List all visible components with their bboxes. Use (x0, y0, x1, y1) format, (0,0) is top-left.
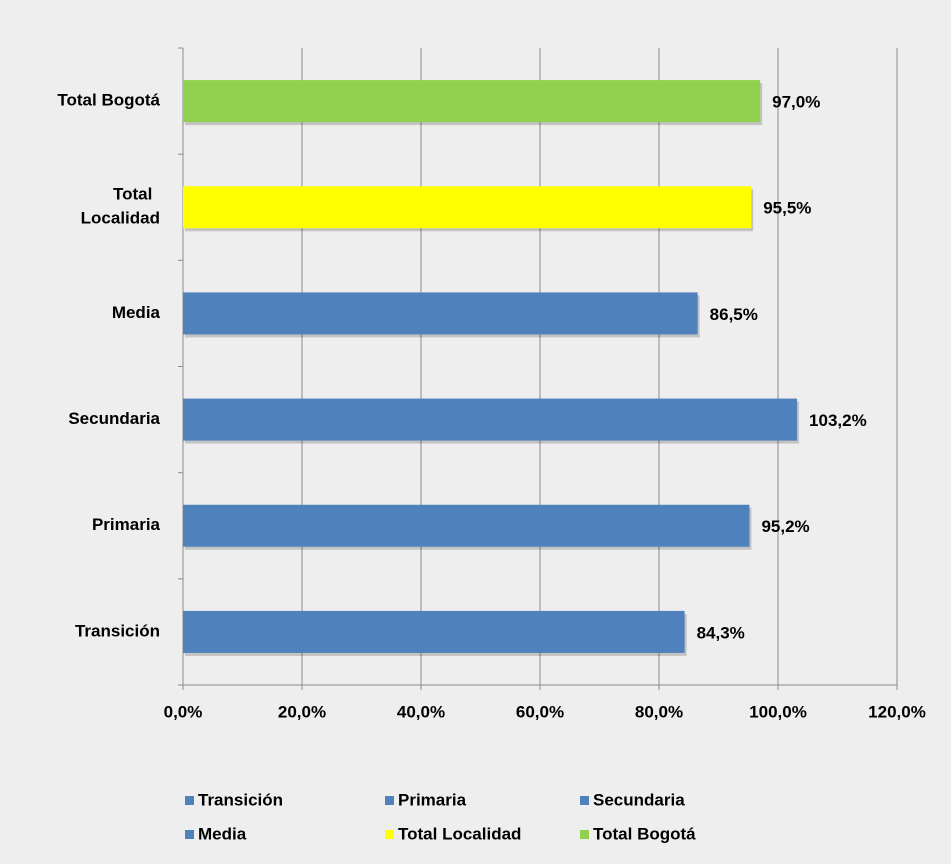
legend-swatch (185, 796, 194, 805)
bar (183, 292, 698, 335)
legend-swatch (185, 830, 194, 839)
bar (183, 80, 761, 123)
x-tick-label: 100,0% (749, 702, 807, 721)
y-tick-label: Total Bogotá (57, 91, 160, 110)
legend-label: Transición (198, 790, 283, 809)
value-label: 103,2% (809, 411, 867, 430)
value-label: 95,5% (763, 199, 811, 218)
y-tick-label: Secundaria (68, 409, 160, 428)
value-label: 86,5% (710, 305, 758, 324)
y-tick-label: Media (112, 303, 161, 322)
legend-swatch (385, 796, 394, 805)
bar (183, 398, 798, 441)
bar (183, 186, 752, 229)
bar (183, 610, 685, 653)
y-tick-label: Primaria (92, 515, 161, 534)
legend-swatch (580, 830, 589, 839)
x-tick-label: 0,0% (164, 702, 203, 721)
bar (183, 504, 750, 547)
legend-label: Primaria (398, 790, 467, 809)
x-tick-label: 120,0% (868, 702, 926, 721)
legend-swatch (385, 830, 394, 839)
y-tick-label: Total Localidad (81, 185, 160, 228)
x-tick-label: 80,0% (635, 702, 683, 721)
legend-label: Secundaria (593, 790, 685, 809)
legend-label: Total Localidad (398, 824, 521, 843)
x-tick-label: 60,0% (516, 702, 564, 721)
value-label: 95,2% (761, 517, 809, 536)
x-tick-label: 20,0% (278, 702, 326, 721)
value-label: 97,0% (772, 93, 820, 112)
x-tick-label: 40,0% (397, 702, 445, 721)
legend-label: Total Bogotá (593, 824, 696, 843)
value-label: 84,3% (697, 623, 745, 642)
legend-label: Media (198, 824, 247, 843)
legend-swatch (580, 796, 589, 805)
y-tick-label: Transición (75, 621, 160, 640)
